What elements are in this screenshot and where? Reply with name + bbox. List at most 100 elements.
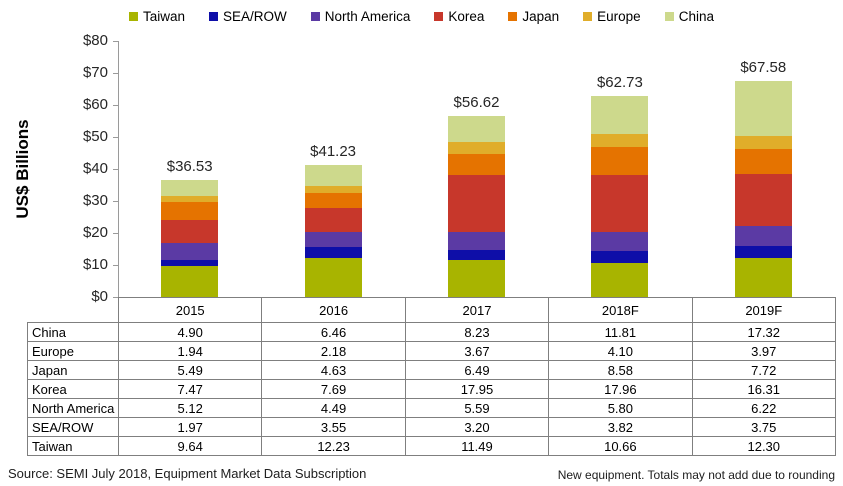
chart-legend: Taiwan SEA/ROW North America Korea Japan Euro… (0, 9, 843, 24)
bar-2018f-segment-north-america (591, 232, 649, 251)
bar-total-label-2019f: $67.58 (740, 58, 787, 76)
year-header-2019f: 2019F (691, 297, 836, 323)
bar-2016-segment-korea (304, 207, 362, 233)
legend-swatch-japan (508, 12, 518, 21)
year-header-2017: 2017 (404, 297, 550, 323)
bar-2017-segment-taiwan (448, 260, 505, 297)
value-korea-2015: 7.47 (117, 379, 263, 399)
value-europe-2018f: 4.10 (548, 341, 693, 361)
bar-2015-segment-japan (161, 202, 219, 220)
equipment-note: New equipment. Totals may not add due to… (557, 468, 835, 482)
bar-2017-segment-korea (448, 174, 505, 233)
legend-label: Taiwan (143, 9, 186, 24)
value-korea-2017: 17.95 (404, 379, 550, 399)
table-row-japan: Japan 5.49 4.63 6.49 8.58 7.72 (27, 360, 836, 380)
ytick-label--70: $70 (82, 64, 108, 81)
data-table: 2015 2016 2017 2018F 2019F China 4.90 6.46 8.23… (27, 297, 836, 456)
ytick-label--60: $60 (82, 96, 108, 113)
value-japan-2018f: 8.58 (548, 360, 693, 380)
value-north-america-2017: 5.59 (404, 398, 550, 418)
bar-2017-segment-china (448, 115, 505, 143)
bar-2019f-segment-sea-row (734, 245, 792, 258)
region-label-japan: Japan (27, 360, 119, 380)
bar-2016-segment-europe (304, 185, 362, 193)
legend-swatch-north-america (310, 12, 320, 21)
legend-swatch-korea (434, 12, 444, 21)
value-north-america-2019f: 6.22 (691, 398, 836, 418)
bar-2018f-segment-japan (591, 147, 649, 175)
bar-2017-segment-europe (448, 142, 505, 154)
value-japan-2017: 6.49 (404, 360, 550, 380)
bar-2015 (161, 180, 219, 297)
region-label-north-america: North America (27, 398, 119, 418)
legend-label: Europe (597, 9, 641, 24)
value-europe-2015: 1.94 (117, 341, 263, 361)
bar-2017-segment-sea-row (448, 249, 505, 261)
legend-label: Korea (448, 9, 485, 24)
bar-total-label-2016: $41.23 (310, 143, 357, 161)
value-china-2016: 6.46 (261, 322, 406, 342)
ytick-mark (113, 233, 118, 234)
legend-item-europe: Europe (583, 9, 641, 24)
bar-2015-segment-sea-row (161, 259, 219, 267)
year-header-2016: 2016 (261, 297, 406, 323)
bar-2019f-segment-japan (734, 148, 792, 174)
value-china-2018f: 11.81 (548, 322, 693, 342)
legend-label: Japan (522, 9, 560, 24)
ytick-mark (113, 201, 118, 202)
ytick-label--20: $20 (82, 224, 108, 241)
ytick-label--50: $50 (82, 128, 108, 145)
bar-2019f-segment-taiwan (734, 257, 792, 297)
y-axis-line (118, 41, 119, 297)
ytick-mark (113, 105, 118, 106)
value-north-america-2018f: 5.80 (548, 398, 693, 418)
value-taiwan-2017: 11.49 (404, 436, 550, 456)
value-north-america-2015: 5.12 (117, 398, 263, 418)
value-sea-row-2019f: 3.75 (691, 417, 836, 437)
ytick-mark (113, 297, 118, 298)
value-taiwan-2019f: 12.30 (691, 436, 836, 456)
bar-2015-segment-europe (161, 195, 219, 203)
table-row-korea: Korea 7.47 7.69 17.95 17.96 16.31 (27, 379, 836, 399)
value-japan-2019f: 7.72 (691, 360, 836, 380)
value-sea-row-2018f: 3.82 (548, 417, 693, 437)
legend-label: North America (324, 9, 411, 24)
table-row-taiwan: Taiwan 9.64 12.23 11.49 10.66 12.30 (27, 436, 836, 456)
value-sea-row-2015: 1.97 (117, 417, 263, 437)
legend-swatch-taiwan (129, 12, 138, 21)
bar-2016-segment-japan (304, 192, 362, 208)
bar-2018f (591, 96, 649, 297)
legend-swatch-sea-row (209, 12, 219, 21)
bar-2015-segment-china (161, 180, 219, 196)
bar-2018f-segment-sea-row (591, 250, 649, 263)
value-europe-2016: 2.18 (261, 341, 406, 361)
table-corner-cell (28, 298, 119, 323)
bar-2016 (304, 165, 362, 297)
legend-item-taiwan: Taiwan (129, 9, 185, 24)
value-sea-row-2016: 3.55 (261, 417, 406, 437)
region-label-europe: Europe (27, 341, 119, 361)
year-header-2018f: 2018F (548, 297, 693, 323)
table-row-china: China 4.90 6.46 8.23 11.81 17.32 (27, 322, 836, 342)
region-label-korea: Korea (27, 379, 119, 399)
ytick-label--30: $30 (82, 192, 108, 209)
legend-swatch-china (664, 12, 674, 21)
bar-2018f-segment-china (591, 96, 649, 135)
bar-2016-segment-sea-row (304, 246, 362, 258)
ytick-mark (113, 73, 118, 74)
value-japan-2016: 4.63 (261, 360, 406, 380)
legend-item-china: China (664, 9, 714, 24)
bar-2017-segment-japan (448, 153, 505, 175)
bar-2019f-segment-europe (734, 136, 792, 149)
y-axis-title: US$ Billions (13, 119, 32, 219)
legend-item-sea-row: SEA/ROW (209, 9, 287, 24)
bar-2016-segment-north-america (304, 232, 362, 247)
ytick-mark (113, 169, 118, 170)
legend-item-korea: Korea (434, 9, 484, 24)
value-china-2017: 8.23 (404, 322, 550, 342)
ytick-label--0: $0 (91, 288, 108, 305)
bar-2018f-segment-taiwan (591, 262, 649, 297)
value-europe-2019f: 3.97 (691, 341, 836, 361)
bar-2016-segment-china (304, 165, 362, 186)
